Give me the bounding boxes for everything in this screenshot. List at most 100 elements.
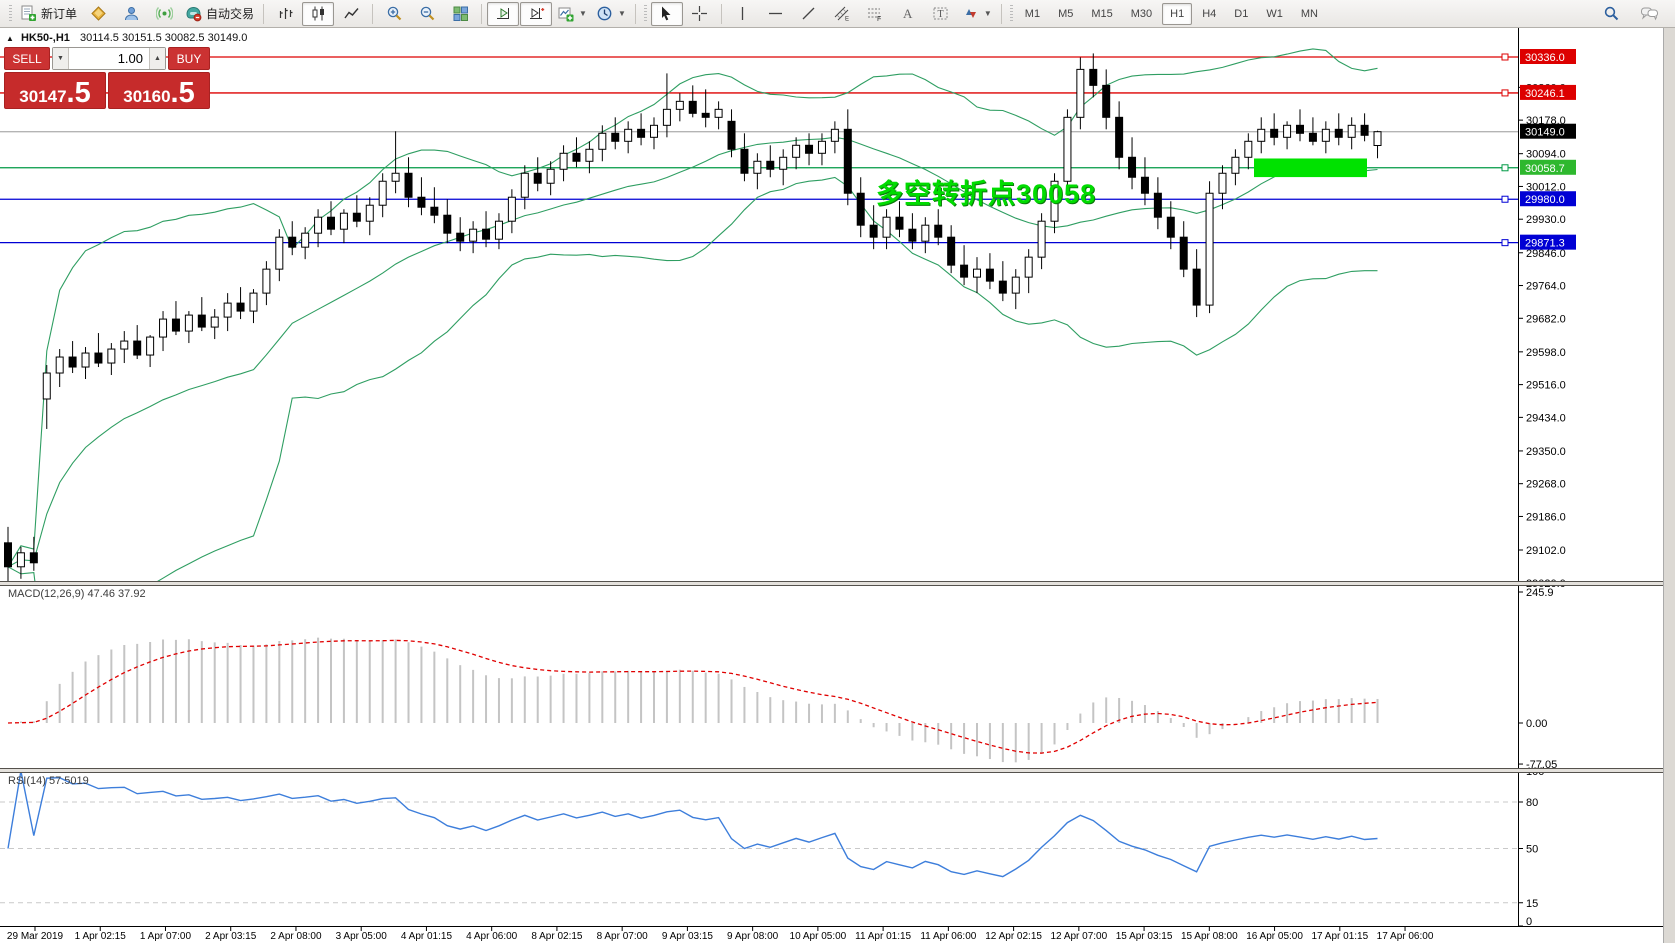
pane-splitter[interactable] [0, 581, 1675, 586]
toolbar-grip [1009, 4, 1013, 23]
one-click-trading-panel: SELL ▼ 1.00 ▲ BUY 30147.5 30160.5 [4, 47, 210, 109]
timeframe-button-M30[interactable]: M30 [1130, 7, 1153, 20]
auto-scroll-button[interactable] [487, 1, 520, 26]
dropdown-caret: ▼ [983, 9, 992, 18]
crosshair-tool-button[interactable] [684, 2, 716, 26]
sell-button[interactable]: SELL [4, 47, 50, 70]
text-label-icon: T [933, 7, 948, 20]
signal-button[interactable] [148, 2, 180, 26]
time-axis-label: 16 Apr 05:00 [1246, 931, 1303, 942]
window-edge-strip [1663, 28, 1675, 943]
level-handle[interactable] [1501, 239, 1509, 247]
price-axis: 30260.030178.030094.030012.029930.029846… [1518, 28, 1576, 926]
volume-stepper: ▼ 1.00 ▲ [52, 47, 166, 70]
svg-text:29268.0: 29268.0 [1526, 479, 1566, 491]
cursor-tool-button[interactable] [650, 1, 683, 26]
arrows-icon [965, 9, 976, 18]
candlestick-chart-button[interactable] [302, 1, 335, 26]
fibonacci-icon: F [868, 8, 882, 22]
sell-price-display[interactable]: 30147.5 [4, 72, 106, 109]
buy-price-dec: .5 [170, 77, 195, 109]
price-level-label [1520, 191, 1576, 207]
horizontal-line-tool-button[interactable] [760, 2, 792, 26]
svg-text:30336.0: 30336.0 [1525, 52, 1565, 64]
svg-text:29980.0: 29980.0 [1525, 194, 1565, 206]
level-handle[interactable] [1501, 53, 1509, 61]
trendline-tool-button[interactable] [793, 2, 825, 26]
chart-shift-button[interactable] [520, 1, 553, 26]
zoom-out-icon [420, 6, 434, 21]
text-tool-button[interactable]: A [892, 2, 924, 26]
time-axis-label: 10 Apr 05:00 [790, 931, 847, 942]
arrows-tool-button[interactable]: ▼ [958, 2, 996, 26]
tile-windows-button[interactable] [444, 2, 476, 26]
svg-text:29102.0: 29102.0 [1526, 545, 1566, 557]
indicators-menu-button[interactable]: ▼ [553, 2, 591, 26]
chat-icon [1640, 7, 1658, 21]
timeframe-button-H4[interactable]: H4 [1202, 7, 1217, 20]
volume-value[interactable]: 1.00 [117, 51, 143, 66]
symbol-period-label: HK50-,H1 [20, 32, 70, 44]
autotrading-icon [186, 6, 202, 22]
timeframe-button-MN[interactable]: MN [1300, 7, 1318, 20]
time-axis-label: 8 Apr 02:15 [531, 931, 583, 942]
svg-text:E: E [845, 17, 849, 23]
indicators-icon [558, 7, 574, 22]
toolbar-separator [1000, 3, 1002, 24]
price-level-label [1520, 49, 1576, 64]
level-handle[interactable] [1501, 164, 1509, 172]
timeframe-button-M5[interactable]: M5 [1058, 7, 1074, 20]
pane-splitter[interactable] [0, 768, 1675, 773]
buy-button[interactable]: BUY [168, 47, 210, 70]
price-level-label [1520, 159, 1576, 175]
periods-menu-button[interactable]: ▼ [592, 2, 630, 26]
profile-button[interactable] [115, 2, 147, 26]
time-axis-label: 17 Apr 06:00 [1377, 931, 1434, 942]
green-highlight-rect[interactable] [1254, 158, 1367, 178]
toolbar-separator [634, 3, 636, 24]
candlesticks [4, 53, 1382, 581]
macd-axis: 245.90.00-77.05 [1518, 587, 1557, 771]
timeframe-button-M15[interactable]: M15 [1091, 7, 1113, 20]
timeframe-button-H1[interactable]: H1 [1162, 2, 1193, 25]
timeframe-button-M1[interactable]: M1 [1024, 7, 1041, 20]
collapse-arrow-icon[interactable]: ▲ [6, 34, 14, 43]
time-axis-label: 11 Apr 06:00 [920, 931, 976, 942]
horizontal-line-icon [769, 12, 783, 15]
channel-tool-button[interactable]: E [826, 2, 858, 26]
bollinger-lower [7, 176, 1378, 581]
volume-increase-button[interactable]: ▲ [149, 48, 165, 69]
market-watch-button[interactable] [82, 2, 114, 26]
svg-text:30094.0: 30094.0 [1526, 149, 1566, 161]
volume-decrease-button[interactable]: ▼ [53, 48, 69, 69]
macd-signal-line [7, 639, 1378, 754]
macd-pane [7, 637, 1379, 763]
time-axis-label: 15 Apr 08:00 [1181, 931, 1238, 942]
sell-price-dec: .5 [66, 77, 91, 109]
zoom-out-button[interactable] [411, 2, 443, 26]
search-button[interactable] [1595, 2, 1627, 26]
timeframe-button-D1[interactable]: D1 [1234, 7, 1249, 20]
chart-header: ▲ HK50-,H1 30114.5 30151.5 30082.5 30149… [6, 32, 247, 44]
toolbar-separator [720, 3, 722, 24]
level-handle[interactable] [1501, 89, 1509, 97]
svg-text:50: 50 [1526, 844, 1538, 856]
chat-button[interactable] [1633, 2, 1665, 26]
vertical-line-tool-button[interactable] [727, 2, 759, 26]
level-handle[interactable] [1501, 195, 1509, 203]
zoom-in-button[interactable] [378, 2, 410, 26]
profile-icon [124, 7, 138, 21]
autotrading-button[interactable]: 自动交易 [181, 2, 258, 26]
text-label-tool-button[interactable]: T [925, 2, 957, 26]
bar-chart-button[interactable] [269, 2, 301, 26]
new-order-button[interactable]: 新订单 [16, 2, 81, 26]
auto-scroll-icon [496, 8, 509, 19]
fibonacci-tool-button[interactable]: F [859, 2, 891, 26]
svg-text:A: A [903, 6, 913, 21]
buy-price-display[interactable]: 30160.5 [108, 72, 210, 109]
line-chart-button[interactable] [335, 2, 367, 26]
timeframe-button-W1[interactable]: W1 [1266, 7, 1283, 20]
svg-text:29350.0: 29350.0 [1526, 446, 1566, 458]
svg-text:30012.0: 30012.0 [1526, 181, 1566, 193]
